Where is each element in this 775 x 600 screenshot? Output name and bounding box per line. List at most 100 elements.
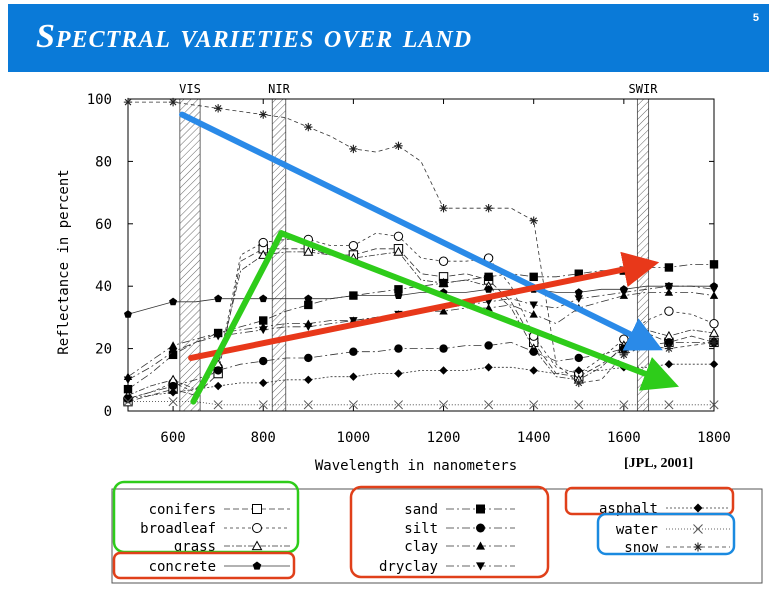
data-point [393,231,404,241]
series-line [127,232,715,399]
data-point [693,542,703,552]
data-point [709,285,719,294]
data-point [708,327,720,337]
data-point [439,278,448,288]
x-tick-label: 1400 [517,430,551,446]
data-point [484,285,493,293]
data-point [574,378,583,388]
data-point [529,366,538,375]
data-point [304,300,313,310]
data-point [664,344,674,353]
data-point [169,297,178,306]
data-point [394,344,403,353]
series-water [123,397,719,410]
data-point [529,301,538,310]
data-point [123,376,133,384]
data-point [123,394,133,403]
legend-group-box [349,485,550,579]
data-point [664,263,674,272]
legend-entry-clay: clay [404,539,515,555]
data-point [476,504,485,514]
data-point [258,237,268,248]
y-axis-label: Reflectance in percent [56,169,72,354]
legend-entry-water: water [616,522,730,538]
band-label: NIR [268,82,290,96]
y-tick-label: 40 [95,279,112,295]
page-number: 5 [752,12,759,24]
data-point [258,400,268,410]
data-point [709,338,719,347]
data-point [619,400,629,410]
legend-entry-broadleaf: broadleaf [140,521,290,537]
citation: [JPL, 2001] [624,456,694,471]
data-point [664,288,674,296]
data-point [304,353,313,363]
data-point [394,285,403,294]
data-point [349,372,358,381]
data-point [709,360,719,369]
data-point [394,369,403,378]
data-point [349,144,358,154]
legend-label: concrete [149,559,216,575]
data-point [619,350,629,360]
data-point [439,366,448,375]
data-point [484,400,494,410]
data-point [252,523,262,533]
band-label: VIS [179,82,201,96]
series-silt [123,338,719,403]
legend-label: broadleaf [140,521,216,537]
data-point [123,97,133,107]
data-point [259,316,268,325]
data-point [348,400,358,410]
data-point [664,282,674,291]
legend-group-box [112,551,296,580]
data-point [304,122,313,132]
data-point [393,400,404,410]
legend-label: water [616,522,658,538]
data-point [303,400,313,410]
title-banner: Spectral varieties over land 5 [8,4,769,72]
trend-arrow [190,230,285,405]
data-point [213,400,223,410]
y-tick-label: 0 [104,404,112,420]
x-tick-label: 800 [251,430,276,446]
data-point [484,363,493,372]
legend-entry-silt: silt [404,521,515,537]
y-tick-label: 100 [87,92,112,108]
data-point [168,381,178,391]
y-tick-label: 80 [95,154,112,170]
data-point [213,366,223,375]
data-point [438,400,449,410]
data-point [259,294,268,303]
series-line [127,285,714,315]
data-point [529,347,538,356]
data-point [574,400,584,410]
data-point [348,240,359,251]
series-asphalt [123,360,719,403]
data-point [709,318,719,329]
data-point [123,384,133,394]
x-tick-label: 1000 [337,430,371,446]
band-nir [271,98,287,412]
data-point [394,141,403,150]
data-point [484,204,493,213]
data-point [168,348,178,356]
data-point [252,504,262,514]
x-tick-label: 1600 [607,430,641,446]
legend-label: silt [404,521,438,537]
data-point [484,272,493,282]
data-point [168,388,178,397]
data-point [259,326,268,335]
plot-frame [127,98,715,412]
legend-label: dryclay [379,559,438,575]
data-point [304,323,313,331]
data-point [349,291,358,300]
data-point [259,110,268,119]
x-axis-label: Wavelength in nanometers [315,458,517,474]
series-broadleaf [123,231,719,404]
band-label: SWIR [629,82,659,96]
data-point [168,341,178,349]
data-point [574,295,583,303]
data-point [304,375,313,384]
